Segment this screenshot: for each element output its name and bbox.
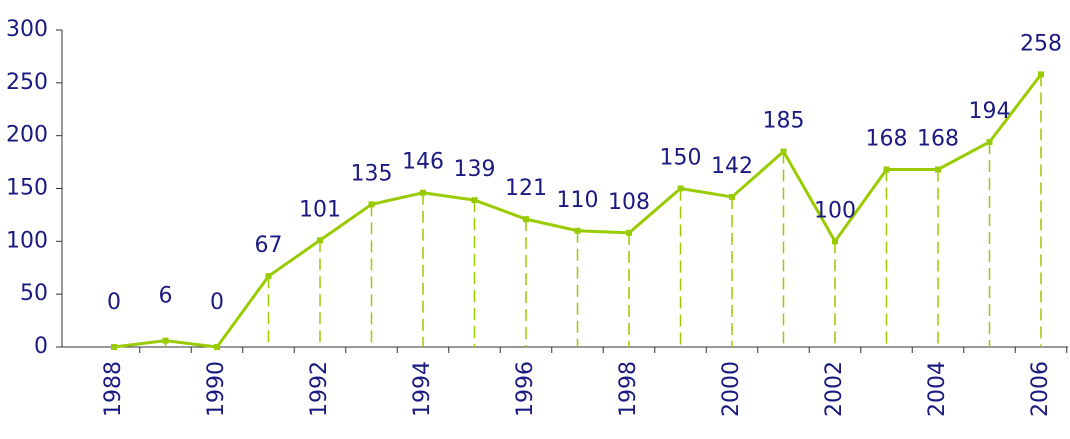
- x-tick-label: 1994: [410, 361, 435, 417]
- x-tick-label: 2006: [1028, 361, 1053, 417]
- data-label: 67: [255, 233, 283, 258]
- y-tick-label: 200: [6, 123, 48, 148]
- data-point: [729, 193, 735, 200]
- data-label: 146: [402, 150, 444, 175]
- data-point: [214, 344, 220, 350]
- data-point: [265, 273, 272, 280]
- data-point: [677, 185, 684, 192]
- x-tick-label: 2004: [925, 361, 950, 417]
- data-point: [111, 344, 117, 350]
- y-tick-label: 300: [6, 17, 48, 42]
- data-point: [626, 229, 632, 236]
- data-label: 185: [763, 109, 805, 134]
- data-label: 0: [210, 290, 224, 315]
- data-point: [883, 166, 890, 173]
- y-tick-label: 0: [34, 334, 48, 359]
- data-point: [471, 197, 478, 204]
- y-tick-label: 100: [6, 228, 48, 253]
- data-point: [368, 201, 375, 208]
- data-point: [935, 166, 941, 173]
- data-label: 135: [351, 161, 393, 186]
- data-label: 100: [814, 198, 856, 223]
- x-tick-label: 2000: [719, 361, 744, 417]
- data-label: 142: [711, 154, 753, 179]
- y-tick-label: 150: [6, 176, 48, 201]
- x-tick-label: 2002: [822, 361, 847, 417]
- x-tick-label: 1996: [513, 361, 538, 417]
- x-tick-label: 1990: [204, 361, 229, 417]
- x-tick-label: 1988: [101, 361, 126, 417]
- data-point: [420, 189, 426, 196]
- data-point: [780, 148, 787, 155]
- data-label: 101: [299, 197, 341, 222]
- data-point: [1038, 71, 1044, 78]
- data-label: 108: [608, 190, 650, 215]
- data-label: 6: [159, 284, 173, 309]
- data-label: 0: [107, 290, 121, 315]
- data-point: [162, 337, 169, 344]
- y-tick-label: 50: [20, 281, 48, 306]
- data-point: [317, 237, 323, 244]
- data-label: 150: [660, 146, 702, 171]
- data-label: 110: [557, 188, 599, 213]
- x-tick-label: 1998: [616, 361, 641, 417]
- data-label: 168: [866, 126, 908, 151]
- data-label: 168: [917, 126, 959, 151]
- y-tick-label: 250: [6, 70, 48, 95]
- data-label: 194: [969, 99, 1011, 124]
- data-point: [574, 227, 581, 234]
- data-point: [523, 216, 529, 223]
- data-label: 258: [1020, 31, 1062, 56]
- data-label: 121: [505, 176, 547, 201]
- data-label: 139: [454, 157, 496, 182]
- data-point: [986, 139, 993, 146]
- data-point: [832, 238, 838, 245]
- x-tick-label: 1992: [307, 361, 332, 417]
